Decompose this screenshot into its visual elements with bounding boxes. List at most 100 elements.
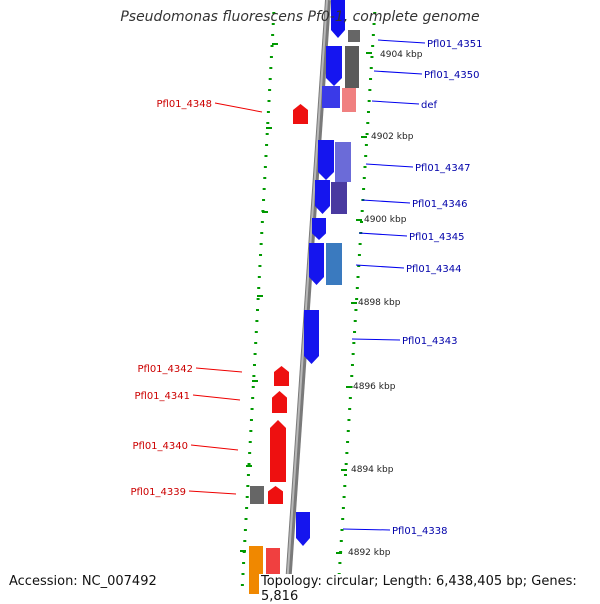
tick-dot xyxy=(368,89,372,91)
tick-dot xyxy=(371,34,375,36)
tick-dot xyxy=(248,441,252,443)
gene-arrow xyxy=(326,46,342,86)
tick-dot xyxy=(373,12,377,14)
gene-box xyxy=(331,182,347,214)
map-title: Pseudomonas fluorescens Pf0-1, complete … xyxy=(120,9,480,25)
tick-dot xyxy=(351,353,355,355)
tick-dot xyxy=(341,507,345,509)
tick-dot xyxy=(367,100,371,102)
tick-dot xyxy=(356,276,360,278)
gene-arrow xyxy=(270,420,286,482)
gene-arrow xyxy=(312,218,326,240)
major-tick xyxy=(262,211,268,213)
tick-dot xyxy=(252,364,256,366)
tick-dot xyxy=(250,408,254,410)
tick-dot xyxy=(346,430,350,432)
major-tick xyxy=(272,43,278,45)
tick-dot xyxy=(366,122,370,124)
tick-dot xyxy=(248,452,252,454)
tick-dot xyxy=(365,133,369,135)
accession-text: Accession: NC_007492 xyxy=(9,574,157,589)
tick-dot xyxy=(257,276,261,278)
tick-dot xyxy=(346,441,350,443)
tick-dot xyxy=(364,155,368,157)
tick-dot xyxy=(247,463,251,465)
gene-box xyxy=(342,88,356,112)
leader-line xyxy=(188,490,237,495)
tick-dot xyxy=(366,111,370,113)
tick-dot xyxy=(345,452,349,454)
tick-dot xyxy=(362,177,366,179)
tick-dot xyxy=(353,320,357,322)
reverse-gene-label: Pfl01_4341 xyxy=(134,391,190,402)
tick-dot xyxy=(270,45,274,47)
gene-box xyxy=(322,86,340,108)
forward-gene-label: Pfl01_4344 xyxy=(406,264,462,275)
forward-gene-label: Pfl01_4351 xyxy=(427,39,483,50)
tick-dot xyxy=(255,320,259,322)
major-tick xyxy=(356,219,362,221)
tick-dot xyxy=(269,56,273,58)
tick-dot xyxy=(364,144,368,146)
major-tick xyxy=(252,380,258,382)
tick-dot xyxy=(271,34,275,36)
leader-line xyxy=(195,367,243,373)
leader-line xyxy=(351,338,401,341)
tick-dot xyxy=(254,342,258,344)
scale-label: 4904 kbp xyxy=(380,50,423,60)
gene-arrow xyxy=(293,104,308,124)
major-tick xyxy=(266,127,272,129)
tick-dot xyxy=(256,309,260,311)
tick-dot xyxy=(262,188,266,190)
tick-dot xyxy=(363,166,367,168)
gene-box xyxy=(335,142,351,182)
leader-line xyxy=(190,444,239,451)
tick-dot xyxy=(260,232,264,234)
tick-dot xyxy=(242,562,246,564)
gene-arrow xyxy=(274,366,289,386)
scale-label: 4896 kbp xyxy=(353,382,396,392)
tick-dot xyxy=(354,309,358,311)
tick-dot xyxy=(350,364,354,366)
tick-dot xyxy=(240,584,244,586)
reverse-gene-label: Pfl01_4348 xyxy=(156,99,212,110)
tick-dot xyxy=(355,287,359,289)
tick-dot xyxy=(245,496,249,498)
scale-label: 4892 kbp xyxy=(348,548,391,558)
scale-labels: 4904 kbp 4902 kbp 4900 kbp 4898 kbp 4896 kbp… xyxy=(348,50,423,558)
major-tick xyxy=(336,552,342,554)
leader-line xyxy=(192,394,241,401)
forward-gene-label: Pfl01_4345 xyxy=(409,232,465,243)
tick-dot xyxy=(265,133,269,135)
tick-dot xyxy=(357,265,361,267)
major-tick xyxy=(341,469,347,471)
major-tick xyxy=(351,302,357,304)
gene-box xyxy=(348,30,360,42)
gene-arrow xyxy=(315,180,330,214)
tick-dot xyxy=(344,463,348,465)
leader-line xyxy=(214,102,263,113)
gene-arrow xyxy=(268,486,283,504)
tick-dot xyxy=(249,419,253,421)
scale-label: 4898 kbp xyxy=(358,298,401,308)
gene-arrow xyxy=(331,0,345,38)
tick-dot xyxy=(360,210,364,212)
forward-gene-label: Pfl01_4350 xyxy=(424,70,480,81)
tick-dot xyxy=(350,375,354,377)
tick-dot xyxy=(358,243,362,245)
tick-dot xyxy=(357,254,361,256)
tick-dot xyxy=(347,419,351,421)
leader-line xyxy=(355,264,405,269)
topology-text: Topology: circular; Length: 6,438,405 bp… xyxy=(259,574,600,604)
forward-gene-label: Pfl01_4343 xyxy=(402,336,458,347)
tick-dot xyxy=(243,540,247,542)
tick-dot xyxy=(268,89,272,91)
tick-dot xyxy=(249,430,253,432)
tick-dot xyxy=(244,518,248,520)
tick-dot xyxy=(266,122,270,124)
tick-dot xyxy=(371,45,375,47)
tick-dot xyxy=(266,111,270,113)
tick-dot xyxy=(268,78,272,80)
tick-dot xyxy=(251,386,255,388)
